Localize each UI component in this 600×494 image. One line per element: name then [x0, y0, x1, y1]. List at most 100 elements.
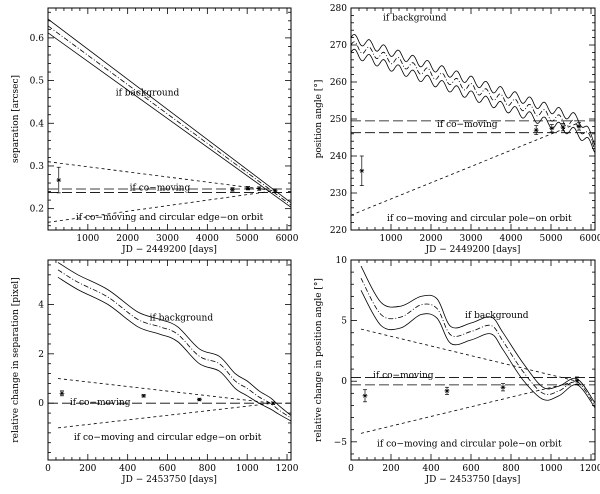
chart-3-xtick-label-3: 600: [462, 464, 479, 474]
chart-0-series-line-6: [48, 190, 276, 223]
chart-1-annotation-1: if co−moving: [437, 120, 498, 130]
chart-1-xtick-label-2: 3000: [460, 234, 483, 244]
chart-1-data-point: [560, 125, 566, 130]
chart-2-xtick-label-1: 200: [79, 464, 96, 474]
chart-2-data-point: [141, 393, 147, 398]
chart-3-data-point: [574, 378, 580, 383]
chart-1-xtick-label-1: 2000: [420, 234, 443, 244]
chart-0-plot-frame: [47, 7, 292, 231]
chart-3-xlabel: JD − 2453750 [days]: [425, 475, 521, 485]
chart-1-data-point: [549, 126, 555, 131]
chart-2-xlabel: JD − 2453750 [days]: [121, 475, 217, 485]
chart-0-series-line-1: [48, 25, 291, 206]
chart-2-series-line-5: [57, 402, 274, 429]
chart-1-ytick-label-0: 220: [330, 226, 347, 236]
chart-0-data-point: [56, 178, 62, 182]
chart-0-xtick-label-1: 2000: [116, 234, 139, 244]
chart-0-annotation-2: if co−moving and circular edge−on orbit: [76, 213, 264, 223]
chart-0-ytick-label-4: 0.6: [30, 34, 45, 44]
chart-3-series-line-5: [360, 328, 578, 382]
chart-1-xtick-label-5: 6000: [580, 234, 600, 244]
chart-3-xtick-label-1: 200: [382, 464, 399, 474]
chart-2-xtick-label-2: 400: [119, 464, 136, 474]
chart-3-ylabel: relative change in position angle [°]: [314, 278, 324, 442]
chart-1-ytick-label-3: 250: [330, 115, 347, 125]
chart-2-data-point: [196, 397, 202, 402]
chart-1-data-point: [359, 168, 365, 173]
chart-0-data-point: [230, 187, 235, 192]
chart-1-plot-frame: [350, 7, 596, 231]
chart-1-ytick-label-2: 240: [330, 152, 347, 162]
chart-1-data-point: [576, 124, 582, 129]
chart-2-series-line-2: [57, 276, 291, 422]
chart-0-annotation-1: if co−moving: [130, 183, 191, 193]
chart-2-annotation-2: if co−moving and circular edge−on orbit: [74, 433, 262, 443]
chart-2-xtick-label-6: 1200: [276, 464, 299, 474]
chart-2-ylabel: relative change in separation [pixel]: [11, 277, 21, 442]
chart-3-ytick-label-1: 0: [341, 377, 347, 387]
chart-1-data-point: [533, 128, 539, 133]
chart-0-ytick-label-2: 0.4: [30, 119, 45, 129]
chart-0-ytick-label-0: 0.2: [30, 205, 44, 215]
chart-2-xtick-label-5: 1000: [236, 464, 259, 474]
chart-0-data-point: [256, 186, 262, 191]
chart-2-ytick-label-2: 4: [38, 300, 44, 310]
chart-0-data-point: [272, 188, 278, 193]
chart-0-ylabel: separation [arcsec]: [11, 75, 21, 163]
chart-3-series-group: [351, 265, 595, 434]
chart-3-ytick-label-2: 5: [341, 317, 347, 327]
chart-2-annotation-1: if co−moving: [70, 398, 131, 408]
chart-2-series-line-4: [57, 378, 274, 404]
chart-1-annotation-0: if background: [383, 14, 447, 24]
chart-2-xtick-label-3: 600: [159, 464, 176, 474]
chart-3-series-line-1: [360, 278, 595, 406]
chart-2-ytick-label-1: 2: [38, 350, 44, 360]
chart-1-series-group: [351, 33, 595, 216]
chart-2-xtick-label-4: 800: [199, 464, 216, 474]
chart-0-data-point: [245, 186, 251, 191]
chart-3-series-line-2: [360, 290, 595, 409]
chart-3-annotation-0: if background: [465, 311, 529, 321]
chart-1-annotation-2: if co−moving and circular pole−on orbit: [387, 214, 572, 224]
chart-3-annotation-2: if co−moving and circular pole−on orbit: [377, 440, 562, 450]
chart-2-series-line-0: [57, 262, 291, 416]
chart-0-xlabel: JD − 2449200 [days]: [121, 245, 217, 255]
chart-1-ylabel: position angle [°]: [314, 80, 324, 159]
chart-3-data-point: [500, 385, 506, 390]
chart-1-ytick-label-4: 260: [330, 78, 347, 88]
chart-3-data-point: [362, 393, 368, 398]
chart-3-xtick-label-5: 1000: [540, 464, 563, 474]
chart-1-ytick-label-5: 270: [330, 41, 347, 51]
chart-3-series-line-0: [360, 265, 595, 404]
chart-3-ytick-label-0: −5: [334, 438, 348, 448]
chart-0-xtick-label-5: 6000: [276, 234, 299, 244]
chart-3-data-point: [444, 388, 450, 393]
panel-top-left: 1000 2000 3000 4000 5000 6000 0.2 0.3 0.4 0.5 0.6 J…: [11, 7, 299, 255]
panel-bottom-left: 0 200 400 600 800 1000 1200 0 2 4 JD − 2453750 [da…: [11, 259, 299, 485]
chart-0-xtick-label-0: 1000: [76, 234, 99, 244]
chart-1-xtick-label-4: 5000: [540, 234, 563, 244]
chart-1-xtick-label-3: 4000: [500, 234, 523, 244]
chart-0-xtick-label-4: 5000: [236, 234, 259, 244]
chart-2-data-point: [270, 401, 276, 406]
chart-0-ytick-label-3: 0.5: [30, 77, 45, 87]
chart-0-series-line-5: [48, 161, 276, 192]
chart-3-xtick-label-6: 1200: [580, 464, 600, 474]
chart-1-series-line-2: [351, 48, 595, 154]
chart-1-xlabel: JD − 2449200 [days]: [425, 245, 521, 255]
chart-1-series-line-1: [351, 41, 595, 150]
panel-top-right: 1000 2000 3000 4000 5000 6000 220 230 240 250 260 2…: [314, 4, 600, 255]
chart-2-series-line-1: [57, 269, 291, 419]
chart-0-annotation-0: if background: [116, 89, 180, 99]
chart-2-ytick-label-0: 0: [38, 399, 44, 409]
chart-1-ytick-label-6: 280: [330, 4, 347, 14]
chart-2-xtick-label-0: 0: [45, 464, 51, 474]
chart-0-ytick-label-1: 0.3: [30, 162, 45, 172]
chart-3-series-line-6: [360, 380, 578, 434]
chart-2-series-group: [48, 262, 291, 429]
chart-2-plot-frame: [47, 259, 292, 461]
chart-1-xtick-label-0: 1000: [380, 234, 403, 244]
chart-0-series-line-0: [48, 18, 291, 204]
chart-3-ytick-label-3: 10: [336, 256, 348, 266]
